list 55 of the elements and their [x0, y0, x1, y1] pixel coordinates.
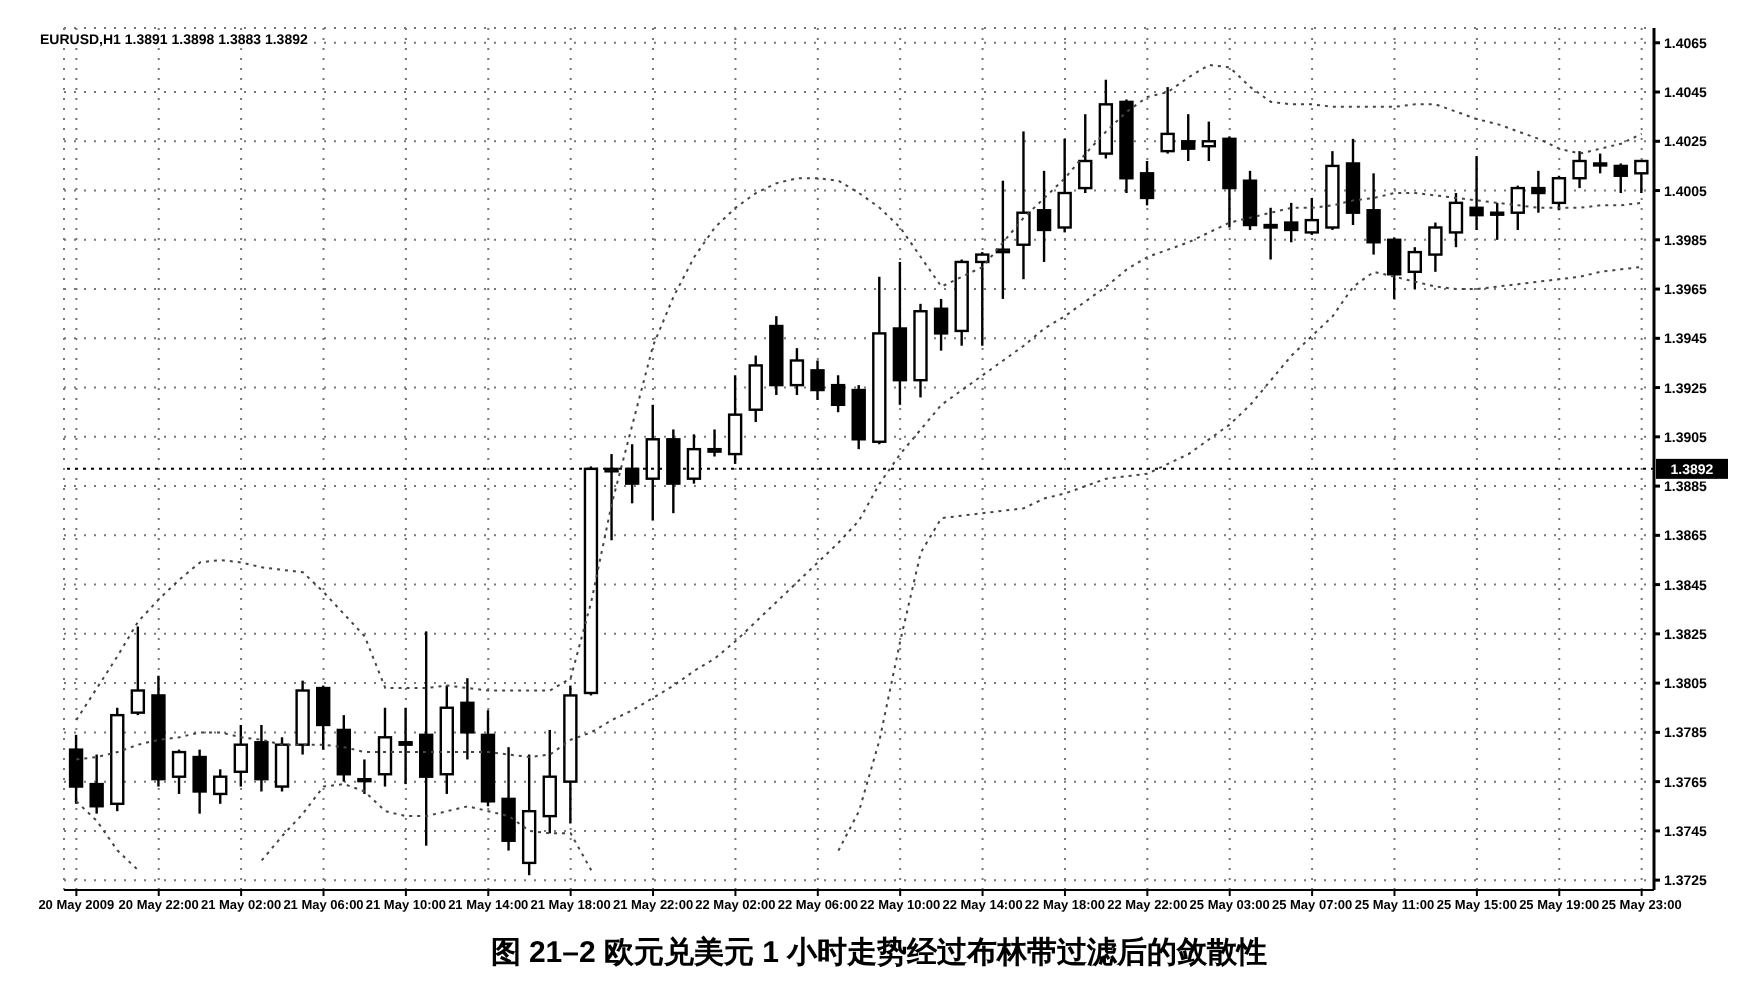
- candlestick: [1057, 137, 1072, 234]
- candlestick: [727, 374, 743, 466]
- candlestick: [1386, 236, 1402, 301]
- candlestick: [1469, 154, 1484, 232]
- candlestick: [933, 297, 949, 352]
- candlestick: [789, 346, 805, 397]
- candlestick: [1242, 169, 1258, 232]
- candlestick: [130, 625, 146, 717]
- candlestick: [1634, 159, 1649, 195]
- candlestick: [336, 713, 352, 783]
- candlestick: [1448, 191, 1464, 249]
- candlestick: [274, 736, 290, 793]
- candlestick: [542, 728, 557, 835]
- candlestick: [418, 630, 434, 847]
- candlestick: [1036, 169, 1052, 264]
- text: 图 21–2 欧元兑美元 1 小时走势经过布林带过滤后的敛散性: [488, 934, 1270, 972]
- candlestick: [1592, 152, 1608, 175]
- candlestick: [1016, 130, 1031, 281]
- candlestick: [1366, 172, 1381, 256]
- candlestick: [1139, 159, 1155, 207]
- candlestick: [1531, 169, 1546, 214]
- candlestick: [748, 354, 763, 424]
- candlestick: [192, 748, 207, 815]
- candlestick: [171, 748, 187, 796]
- candlestick: [316, 684, 331, 751]
- candlestick: [810, 359, 825, 402]
- candlestick: [1201, 120, 1217, 163]
- candlestick: [460, 676, 475, 761]
- candlestick: [377, 706, 393, 788]
- candlestick: [1572, 149, 1587, 190]
- candlestick: [357, 758, 372, 796]
- candlestick: [1613, 162, 1628, 195]
- candlestick: [830, 374, 846, 414]
- candlestick: [68, 733, 84, 805]
- candlestick: [1489, 201, 1505, 242]
- candlestick: [1284, 201, 1299, 244]
- candlestick: [1304, 196, 1320, 237]
- candlestick: [707, 428, 722, 458]
- candlestick: [1160, 85, 1175, 155]
- candlestick: [1510, 184, 1525, 232]
- candlestick: [1263, 206, 1278, 261]
- candlestick: [995, 179, 1011, 301]
- candlestick: [254, 723, 269, 793]
- candlestick: [1078, 113, 1093, 195]
- candlestick: [1428, 221, 1443, 274]
- candlestick: [501, 745, 516, 852]
- candlestick: [975, 250, 990, 347]
- candlestick: [1551, 174, 1567, 212]
- candlestick: [89, 753, 104, 815]
- candlestick: [1181, 113, 1196, 163]
- candlestick: [213, 768, 228, 805]
- candlestick: [398, 706, 413, 786]
- candlestick: [233, 723, 249, 788]
- candlestick: [1407, 245, 1422, 291]
- line-series: [75, 63, 1643, 722]
